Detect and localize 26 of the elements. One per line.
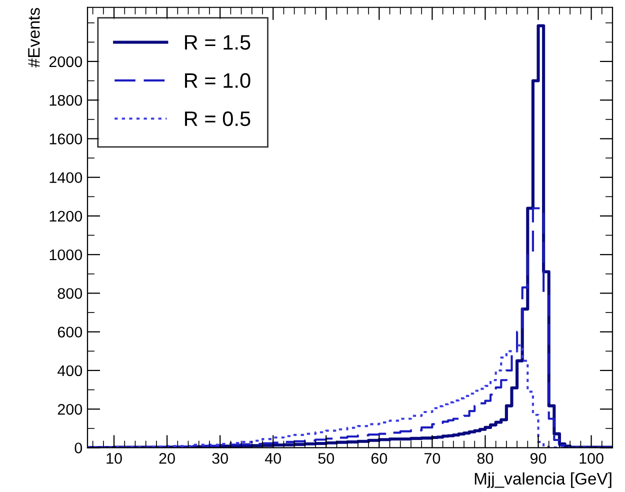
x-tick-label: 60 — [371, 452, 388, 464]
y-tick-label: 600 — [58, 326, 82, 338]
x-tick-label: 70 — [424, 452, 440, 464]
y-tick-label: 2000 — [49, 56, 82, 68]
y-axis-title: #Events — [28, 8, 40, 68]
x-tick-label: 40 — [264, 452, 282, 464]
x-tick-label: 10 — [106, 452, 122, 464]
y-tick-label: 1200 — [50, 210, 82, 222]
legend-label: R = 1.0 — [185, 73, 250, 88]
y-tick-label: 1400 — [50, 172, 82, 184]
y-tick-label: 1600 — [50, 134, 82, 144]
y-tick-label: 1000 — [50, 249, 82, 260]
y-tick-label: 0 — [74, 442, 82, 454]
y-tick-label: 1800 — [50, 94, 82, 106]
y-tick-label: 200 — [58, 404, 82, 415]
x-tick-label: 80 — [477, 452, 494, 464]
y-tick-label: 800 — [58, 288, 82, 299]
x-tick-label: 20 — [159, 452, 175, 464]
x-tick-label: 30 — [212, 452, 228, 464]
legend-label: R = 0.5 — [185, 111, 250, 126]
y-tick-label: 400 — [58, 365, 82, 376]
x-tick-label: 100 — [580, 452, 604, 464]
x-tick-label: 90 — [530, 452, 546, 464]
x-axis-title: Mjj_valencia [GeV] — [474, 472, 612, 488]
x-tick-label: 50 — [318, 452, 334, 464]
legend-label: R = 1.5 — [185, 35, 250, 50]
